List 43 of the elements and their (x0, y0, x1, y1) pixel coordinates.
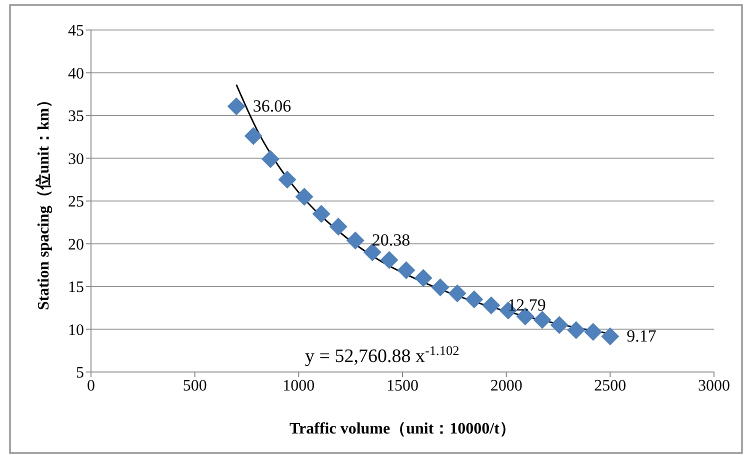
point (295, 188, 314, 206)
data-label: 20.38 (372, 230, 410, 250)
y-tick-label: 35 (68, 108, 84, 126)
data-label: 36.06 (252, 96, 292, 116)
y-tick-label: 45 (68, 22, 84, 40)
point (414, 268, 432, 287)
y-tick-label: 5 (76, 364, 84, 382)
point (312, 204, 330, 223)
point (567, 321, 586, 340)
point (329, 218, 348, 236)
point (431, 278, 450, 296)
y-tick-label: 25 (68, 194, 84, 211)
point (465, 290, 484, 308)
point (448, 284, 466, 302)
point (261, 150, 280, 168)
point (550, 316, 568, 334)
x-axis-title: Traffic volume（unit：10000/t） (290, 420, 516, 438)
point (397, 261, 416, 280)
point (533, 310, 552, 329)
x-tick-label: 3000 (698, 377, 730, 394)
x-tick-label: 1500 (386, 377, 418, 394)
y-tick-label: 30 (68, 150, 84, 168)
point (482, 296, 500, 314)
x-tick-label: 2000 (490, 377, 522, 394)
point (380, 250, 398, 269)
x-tick-label: 1000 (282, 377, 315, 394)
data-label: 9.17 (626, 326, 657, 346)
annotation: y = 52,760.88 x$^{-1.102}$ (305, 342, 460, 367)
y-tick-label: 10 (68, 322, 84, 339)
y-tick-label: 15 (68, 279, 84, 296)
point (601, 327, 620, 346)
point (227, 97, 246, 116)
y-tick-label: 20 (68, 236, 84, 254)
x-tick-label: 500 (182, 377, 207, 394)
y-axis-title: Station spacing（位unit：km） (34, 92, 53, 310)
x-tick-label: 2500 (594, 377, 626, 394)
point (346, 232, 364, 250)
point (584, 322, 602, 341)
point (278, 170, 296, 189)
y-tick-label: 40 (68, 65, 84, 82)
x-tick-label: 0 (87, 377, 95, 394)
point (244, 127, 262, 146)
data-label: 12.79 (508, 295, 546, 314)
